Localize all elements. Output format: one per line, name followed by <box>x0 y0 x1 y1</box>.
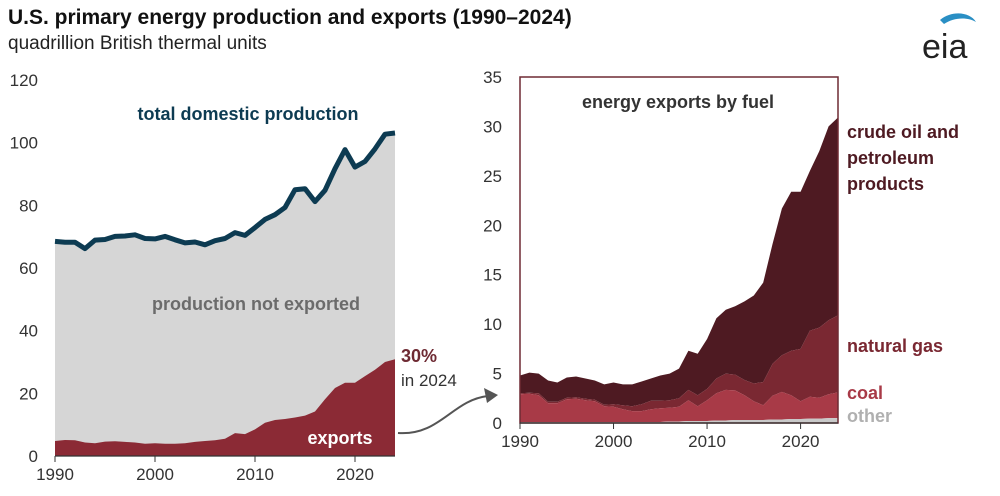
left-x-tick-2010: 2010 <box>236 465 274 484</box>
natural-gas-area <box>520 315 838 412</box>
right-y-tick-5: 5 <box>493 365 502 384</box>
chart-subtitle: quadrillion British thermal units <box>8 33 267 54</box>
eia-swoosh-icon <box>940 13 976 24</box>
label-other: other <box>847 406 892 426</box>
right-y-tick-30: 30 <box>483 117 502 136</box>
label-natural-gas: natural gas <box>847 336 943 356</box>
label-coal: coal <box>847 383 883 403</box>
label-production-not-exported: production not exported <box>152 294 360 314</box>
right-x-tick-1990: 1990 <box>501 432 539 451</box>
left-y-tick-0: 0 <box>29 447 38 466</box>
label-callout-note: in 2024 <box>401 371 457 390</box>
left-x-tick-2020: 2020 <box>336 465 374 484</box>
exports-area <box>55 359 395 456</box>
callout-arrow-line <box>397 395 489 435</box>
label-crude-line2: petroleum <box>847 148 934 168</box>
coal-area <box>520 389 838 422</box>
left-y-tick-80: 80 <box>19 196 38 215</box>
right-x-tick-2000: 2000 <box>595 432 633 451</box>
right-y-tick-15: 15 <box>483 266 502 285</box>
chart-title: U.S. primary energy production and expor… <box>8 6 572 29</box>
right-x-tick-2010: 2010 <box>688 432 726 451</box>
label-exports: exports <box>307 428 372 448</box>
production-area <box>55 133 395 456</box>
right-chart-title: energy exports by fuel <box>582 92 774 112</box>
right-x-tick-2020: 2020 <box>782 432 820 451</box>
left-y-tick-60: 60 <box>19 259 38 278</box>
left-y-tick-100: 100 <box>10 134 38 153</box>
left-y-tick-20: 20 <box>19 384 38 403</box>
label-total-production: total domestic production <box>137 104 358 124</box>
right-y-tick-25: 25 <box>483 167 502 186</box>
production-line <box>54 130 396 252</box>
left-y-tick-120: 120 <box>10 71 38 90</box>
left-y-tick-40: 40 <box>19 322 38 341</box>
left-x-tick-2000: 2000 <box>136 465 174 484</box>
left-x-tick-1990: 1990 <box>36 465 74 484</box>
callout-arrowhead-icon <box>484 388 498 403</box>
label-crude-line3: products <box>847 174 924 194</box>
right-y-tick-35: 35 <box>483 68 502 87</box>
right-y-tick-0: 0 <box>493 414 502 433</box>
right-y-tick-20: 20 <box>483 216 502 235</box>
crude-oil-area <box>520 117 838 407</box>
label-callout-value: 30% <box>401 346 437 366</box>
other-area <box>520 418 838 423</box>
right-y-tick-10: 10 <box>483 315 502 334</box>
eia-logo-text: eia <box>922 28 967 64</box>
eia-logo: eia <box>922 13 976 64</box>
label-crude-line1: crude oil and <box>847 122 959 142</box>
